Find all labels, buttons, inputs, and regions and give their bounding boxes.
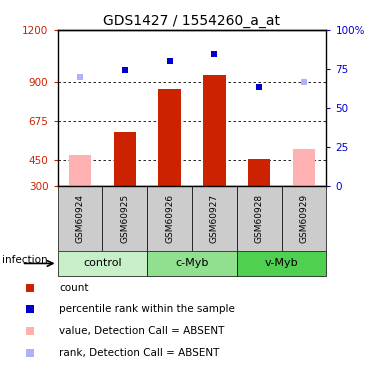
Text: GSM60928: GSM60928 xyxy=(255,194,264,243)
Bar xyxy=(147,251,237,276)
Text: count: count xyxy=(59,282,89,292)
Bar xyxy=(192,186,237,251)
Bar xyxy=(102,186,147,251)
Bar xyxy=(203,75,226,186)
Bar xyxy=(158,89,181,186)
Bar xyxy=(293,149,315,186)
Bar xyxy=(58,186,102,251)
Text: GSM60926: GSM60926 xyxy=(165,194,174,243)
Bar xyxy=(58,251,147,276)
Text: control: control xyxy=(83,258,122,268)
Title: GDS1427 / 1554260_a_at: GDS1427 / 1554260_a_at xyxy=(104,13,280,28)
Bar xyxy=(114,132,136,186)
Bar xyxy=(147,186,192,251)
Text: rank, Detection Call = ABSENT: rank, Detection Call = ABSENT xyxy=(59,348,220,358)
Text: GSM60927: GSM60927 xyxy=(210,194,219,243)
Text: infection: infection xyxy=(2,255,47,265)
Text: percentile rank within the sample: percentile rank within the sample xyxy=(59,304,235,314)
Bar xyxy=(69,154,91,186)
Text: GSM60925: GSM60925 xyxy=(120,194,129,243)
Bar xyxy=(248,159,270,186)
Text: GSM60924: GSM60924 xyxy=(75,194,85,243)
Bar xyxy=(237,251,326,276)
Text: v-Myb: v-Myb xyxy=(265,258,298,268)
Text: value, Detection Call = ABSENT: value, Detection Call = ABSENT xyxy=(59,326,225,336)
Text: GSM60929: GSM60929 xyxy=(299,194,309,243)
Bar xyxy=(282,186,326,251)
Bar xyxy=(237,186,282,251)
Text: c-Myb: c-Myb xyxy=(175,258,209,268)
